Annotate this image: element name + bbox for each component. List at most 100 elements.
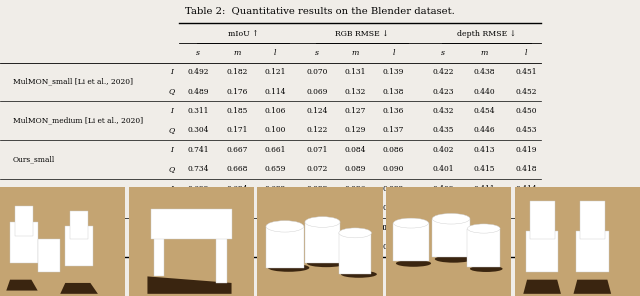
Text: 0.122: 0.122 [306,126,328,134]
Text: I: I [170,224,173,232]
Text: 0.435: 0.435 [432,126,454,134]
Text: 0.446: 0.446 [474,126,495,134]
Text: 0.415: 0.415 [474,165,495,173]
Text: 0.083: 0.083 [344,204,366,212]
Text: 0.304: 0.304 [188,126,209,134]
Text: 0.411: 0.411 [474,185,495,193]
Text: 0.138: 0.138 [383,88,404,96]
Text: 0.090: 0.090 [383,165,404,173]
Text: 0.023: 0.023 [382,224,405,232]
Text: m: m [351,49,359,57]
Text: 0.830: 0.830 [264,224,287,232]
Ellipse shape [307,260,346,267]
Text: 0.684: 0.684 [226,185,248,193]
Bar [216,237,227,283]
Text: Ours_medium: Ours_medium [13,194,65,202]
Ellipse shape [470,266,502,272]
Polygon shape [6,280,38,291]
Text: 0.100: 0.100 [264,126,286,134]
Text: MulMON_medium [Li et al., 2020]: MulMON_medium [Li et al., 2020] [13,117,143,125]
Text: 0.072: 0.072 [306,165,328,173]
Text: 0.839: 0.839 [226,243,248,251]
Text: 0.413: 0.413 [474,146,495,154]
Bar [10,222,38,263]
Text: Q: Q [168,126,175,134]
Text: 0.438: 0.438 [474,68,495,76]
Text: 0.419: 0.419 [515,146,537,154]
Text: 0.661: 0.661 [264,146,286,154]
Text: 0.667: 0.667 [226,146,248,154]
Polygon shape [573,280,611,294]
Text: 0.264: 0.264 [515,243,537,251]
Text: 0.407: 0.407 [432,204,454,212]
Ellipse shape [467,224,500,233]
Text: 0.432: 0.432 [432,107,454,115]
Text: 0.028: 0.028 [383,243,404,251]
Text: 0.084: 0.084 [383,204,404,212]
Text: 0.450: 0.450 [515,107,537,115]
Text: 0.129: 0.129 [344,126,366,134]
Bar [467,229,500,267]
Text: 0.176: 0.176 [226,88,248,96]
Ellipse shape [432,213,470,224]
Ellipse shape [435,255,472,263]
Text: Q: Q [168,88,175,96]
Text: 0.414: 0.414 [515,185,537,193]
Text: 0.137: 0.137 [383,126,404,134]
Text: 0.171: 0.171 [226,126,248,134]
Text: s: s [196,49,200,57]
Text: 0.682: 0.682 [264,185,286,193]
Text: 0.259: 0.259 [515,224,538,232]
Text: 0.858: 0.858 [188,243,209,251]
Text: I: I [170,146,173,154]
Text: Table 2:  Quantitative results on the Blender dataset.: Table 2: Quantitative results on the Ble… [185,6,455,15]
Text: 0.699: 0.699 [188,185,209,193]
Text: 0.423: 0.423 [432,88,454,96]
Text: 0.659: 0.659 [264,165,286,173]
Text: 0.031: 0.031 [306,243,328,251]
Bar [576,231,609,272]
Text: 0.673: 0.673 [226,204,248,212]
Text: 0.401: 0.401 [432,165,454,173]
Text: RGB RMSE ↓: RGB RMSE ↓ [335,30,388,38]
Text: Q: Q [168,243,175,251]
Text: 0.734: 0.734 [188,165,209,173]
Text: 0.452: 0.452 [515,88,537,96]
Bar [266,226,304,268]
Text: 0.668: 0.668 [226,165,248,173]
Text: 0.088: 0.088 [306,185,328,193]
Text: 0.254: 0.254 [474,243,495,251]
Text: MulMON_small [Li et al., 2020]: MulMON_small [Li et al., 2020] [13,78,133,86]
Text: 0.114: 0.114 [264,88,286,96]
Text: 0.085: 0.085 [306,204,328,212]
Text: 0.453: 0.453 [515,126,537,134]
Text: Q: Q [168,165,175,173]
Bar [432,219,470,257]
Text: 0.131: 0.131 [344,68,366,76]
Text: 0.086: 0.086 [344,185,366,193]
Text: 0.139: 0.139 [383,68,404,76]
Text: 0.025: 0.025 [344,224,367,232]
Bar [151,209,232,239]
Text: s: s [441,49,445,57]
Text: 0.422: 0.422 [432,68,454,76]
Bar [529,201,555,239]
Text: mIoU ↑: mIoU ↑ [228,30,259,38]
Text: I: I [170,68,173,76]
Text: l: l [274,49,276,57]
Text: 0.082: 0.082 [383,185,404,193]
Text: 0.741: 0.741 [188,146,209,154]
Text: 0.086: 0.086 [383,146,404,154]
Bar [154,238,164,276]
Text: 0.409: 0.409 [432,185,454,193]
Text: 0.440: 0.440 [474,88,495,96]
Text: 0.026: 0.026 [305,224,328,232]
Text: 0.132: 0.132 [344,88,366,96]
Ellipse shape [268,264,309,272]
Bar [15,206,33,236]
Text: 0.416: 0.416 [515,204,537,212]
Text: 0.121: 0.121 [264,68,286,76]
Text: Ours_small: Ours_small [13,156,55,164]
Text: 0.698: 0.698 [188,204,209,212]
Text: depth RMSE ↓: depth RMSE ↓ [457,30,516,38]
